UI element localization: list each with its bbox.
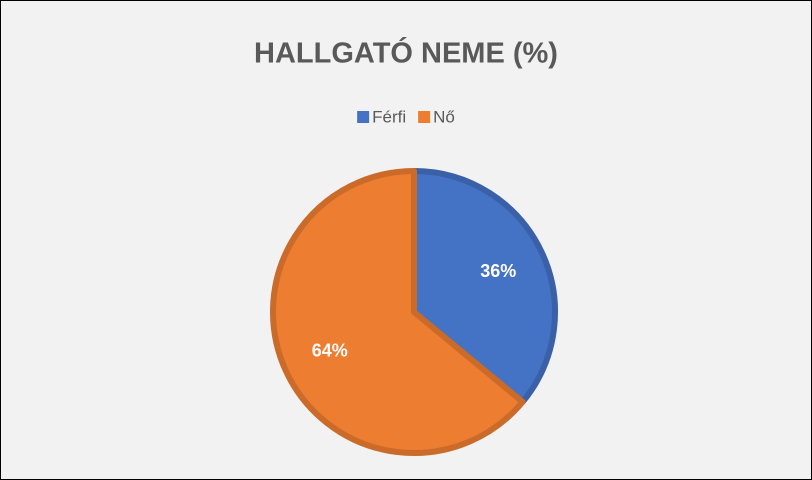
data-label: 64% (312, 340, 348, 360)
pie-slice (411, 168, 558, 405)
slice-border (411, 168, 558, 405)
legend-swatch (357, 111, 370, 123)
pie-slice (270, 168, 526, 456)
slice-border (270, 168, 526, 456)
data-label: 36% (480, 261, 516, 281)
legend: Férfi Nő (357, 107, 455, 126)
chart-title: HALLGATÓ NEME (%) (254, 36, 558, 70)
legend-label: Nő (433, 107, 455, 126)
legend-label: Férfi (372, 107, 406, 126)
legend-swatch (418, 111, 431, 123)
